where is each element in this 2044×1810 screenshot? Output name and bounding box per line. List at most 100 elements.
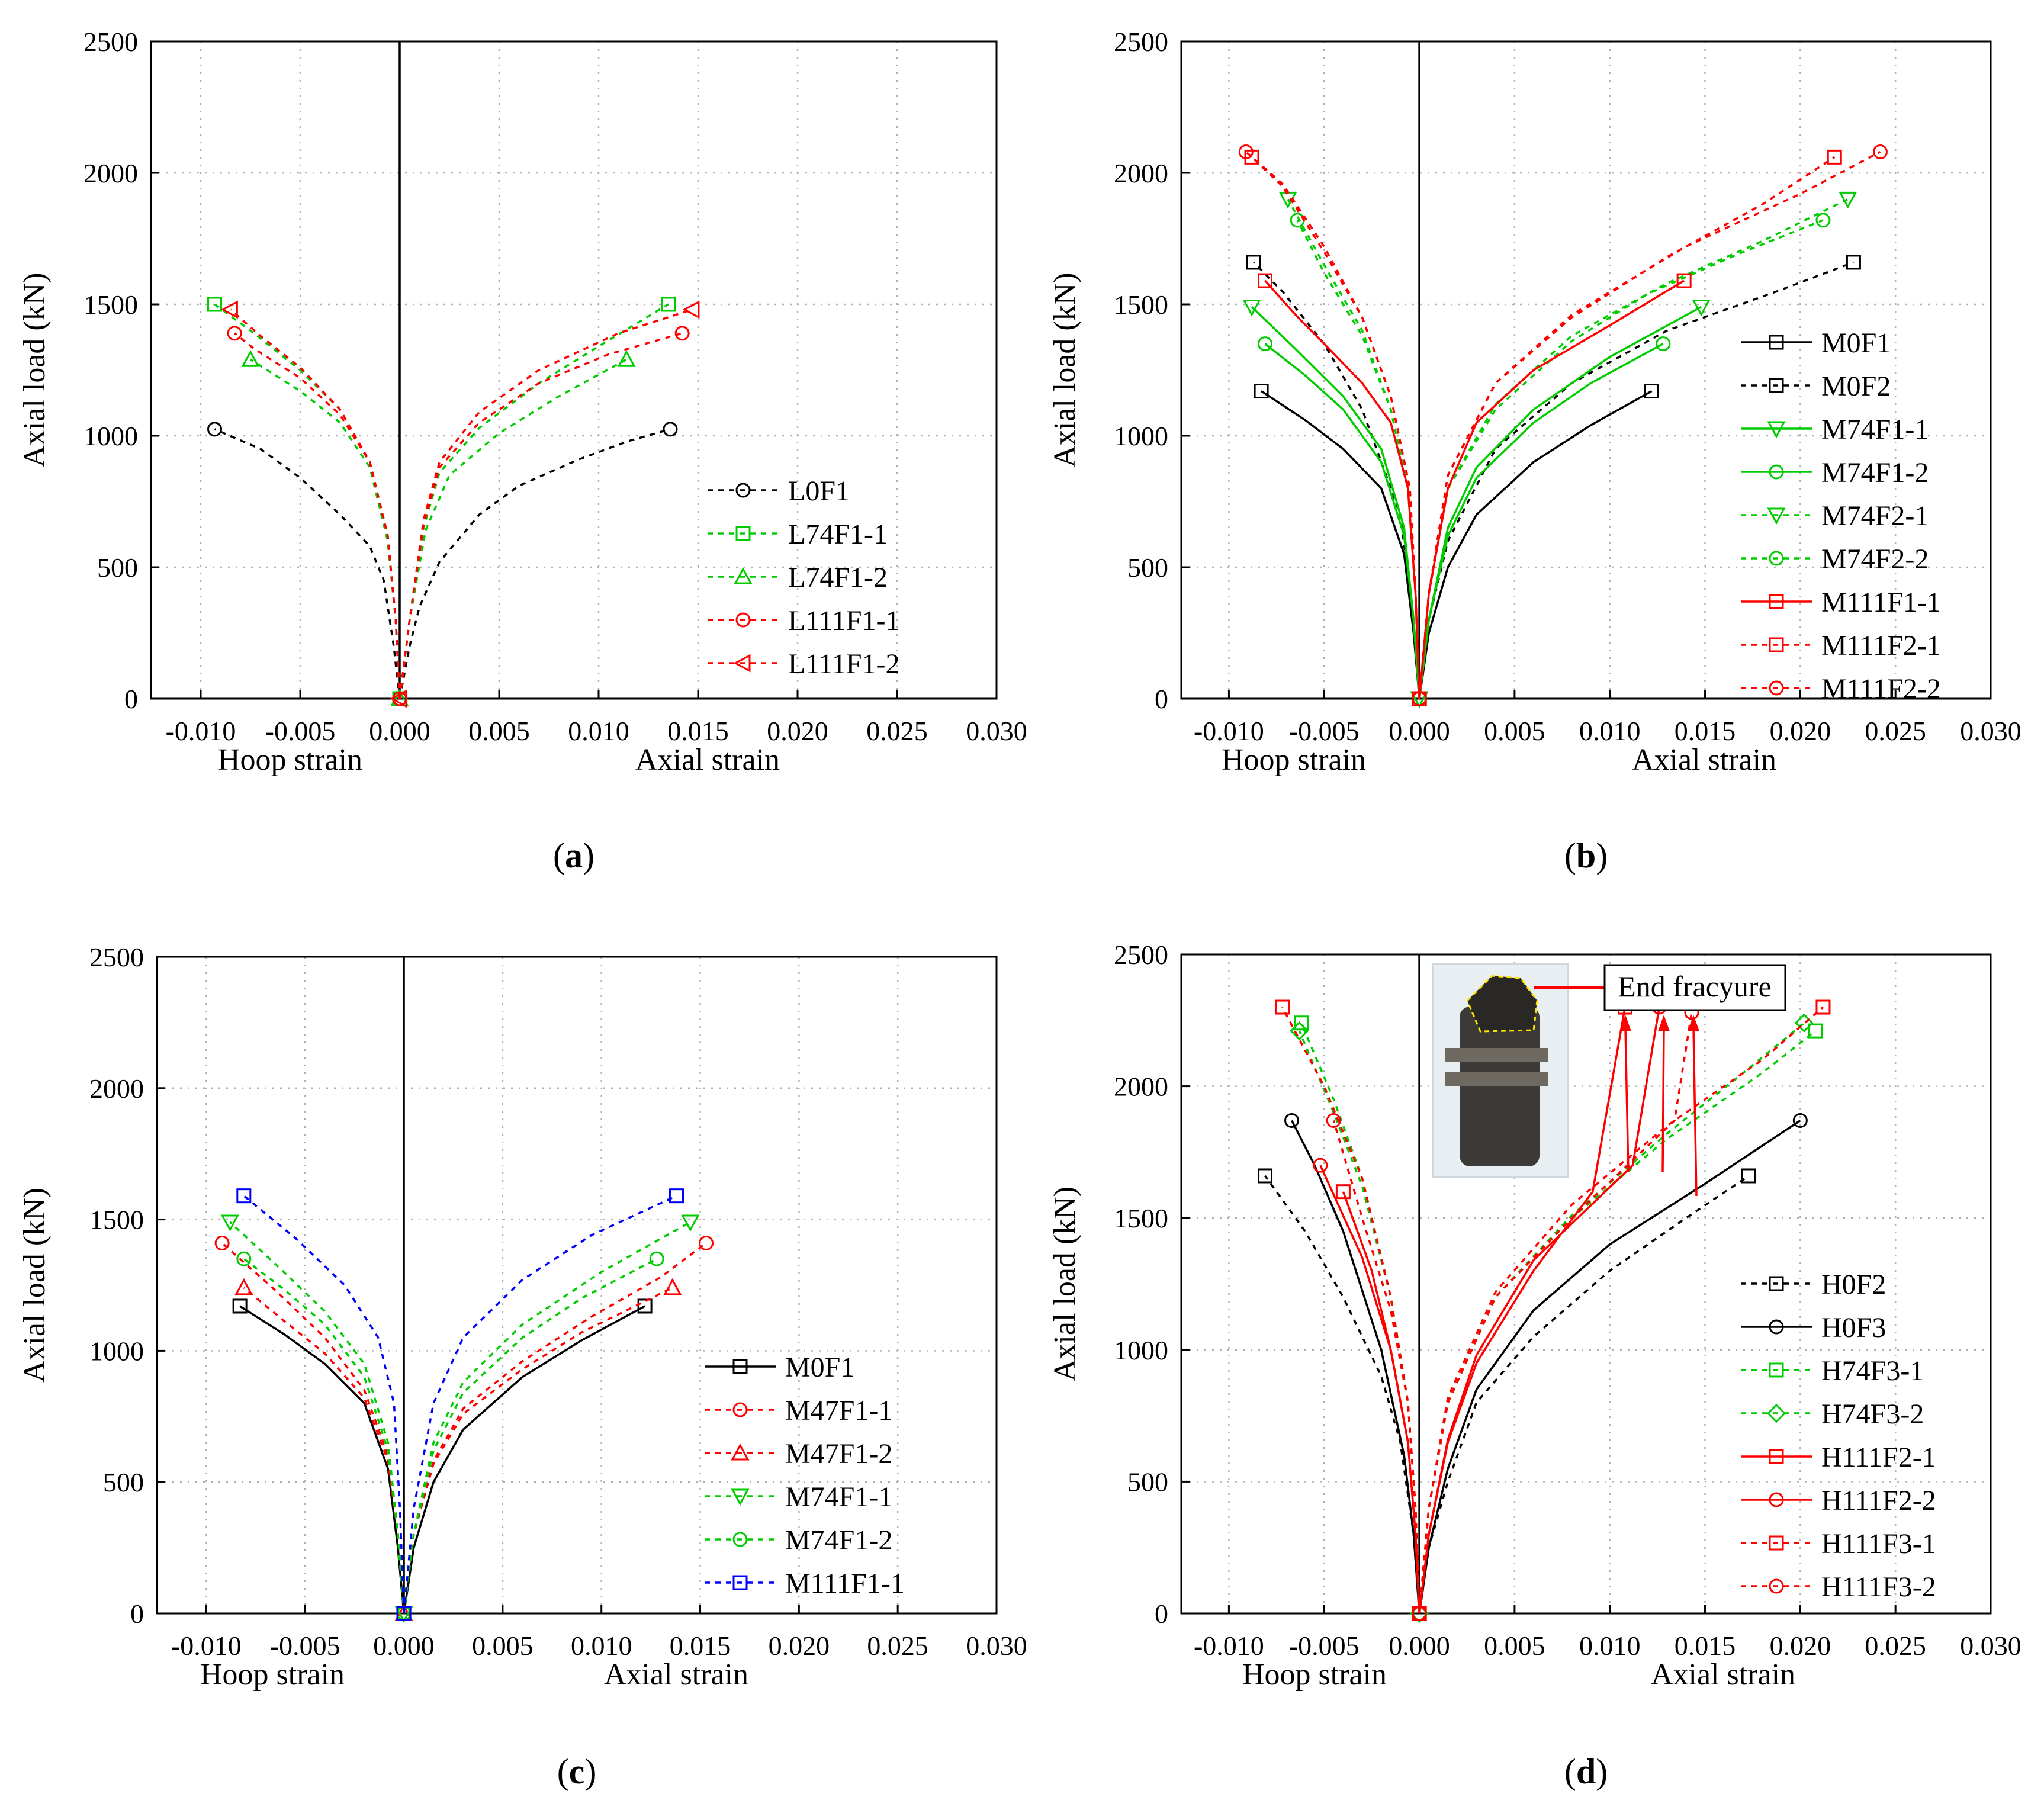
series-line-M0F1-axial	[403, 1305, 645, 1614]
x-tick-label: -0.005	[1289, 716, 1360, 746]
legend-item: L74F1-2	[708, 562, 888, 593]
series-point-M111F2-2-axial-peak	[1872, 144, 1888, 159]
series-point-H74F3-2-hoop-peak	[1290, 1021, 1309, 1041]
panel-caption: (a)	[553, 836, 594, 875]
x-tick-label: 0.000	[1389, 1631, 1450, 1661]
series-point-M74F2-1-axial-peak	[1839, 191, 1857, 209]
legend: H0F2 H0F3 H74F3-1 H74F3-2 H111F2-1 H111F2-2 H1…	[1741, 1269, 1936, 1603]
x-tick-label: 0.015	[667, 716, 729, 746]
series-point-M47F1-2-hoop-peak	[234, 1278, 253, 1295]
series-point-M111F1-1-origin	[396, 1606, 412, 1621]
y-tick-label: 2500	[89, 942, 144, 972]
series-M74F2-1	[1278, 191, 1857, 709]
legend-label: H74F3-2	[1821, 1399, 1924, 1430]
legend-marker	[1769, 378, 1784, 393]
annotation-box	[1603, 964, 1786, 1011]
series-M0F1	[1254, 384, 1659, 706]
legend-label: L74F1-2	[788, 562, 888, 593]
x-tick-label: 0.010	[1579, 1631, 1641, 1661]
series-line-M74F1-2-hoop	[1264, 343, 1420, 699]
legend-label: M0F2	[1821, 371, 1891, 402]
x-tick-label: 0.020	[769, 1631, 830, 1661]
series-line-H111F3-2-axial	[1418, 1012, 1693, 1614]
series-point-L74F1-1-hoop-peak	[207, 297, 223, 312]
legend-label: M74F1-2	[785, 1525, 892, 1556]
plot-frame	[1180, 40, 1992, 700]
series-L74F1-1	[207, 297, 676, 706]
legend-item: H74F3-2	[1741, 1399, 1924, 1430]
y-tick-label: 0	[1155, 1599, 1168, 1629]
chart-panel-b: -0.010 -0.005 0.000 0.005 0.010 0.015 0.020 0.0…	[1048, 27, 2021, 875]
y-axis-label: Axial load (kN)	[1048, 1187, 1082, 1381]
series-L111F1-2	[221, 300, 700, 708]
fracture-pointer-head	[1658, 1015, 1670, 1031]
series-point-H0F2-axial-peak	[1741, 1168, 1757, 1184]
legend-item: M0F2	[1741, 371, 1891, 402]
series-M111F2-2	[1238, 144, 1888, 706]
legend-item: H111F3-2	[1741, 1571, 1936, 1603]
legend-label: H111F3-2	[1821, 1571, 1936, 1603]
legend-label: H111F3-1	[1821, 1528, 1936, 1560]
x-tick-label: 0.030	[1960, 1631, 2021, 1661]
legend-marker	[1769, 680, 1784, 696]
legend-marker	[1769, 1492, 1784, 1507]
caption-close-paren: )	[1596, 1752, 1608, 1791]
legend-label: M0F1	[785, 1352, 854, 1383]
legend-item: M74F1-1	[1741, 414, 1929, 445]
annotation-text: End fracyure	[1618, 970, 1772, 1003]
legend-item: L74F1-1	[708, 519, 888, 550]
fracture-pointer-head	[1688, 1015, 1699, 1031]
panel-caption: (c)	[557, 1752, 597, 1791]
fracture-pointer-head	[1619, 1015, 1631, 1031]
y-tick-label: 1500	[89, 1205, 144, 1235]
x-tick-label: 0.020	[767, 716, 828, 746]
legend: L0F1 L74F1-1 L74F1-2 L111F1-1 L111F1-2	[708, 475, 899, 680]
series-point-M74F1-1-axial-peak	[681, 1214, 700, 1232]
x-tick-label: 0.000	[1389, 716, 1450, 746]
specimen-body	[1460, 1007, 1540, 1166]
legend-marker	[1769, 1276, 1784, 1291]
legend-marker	[1769, 464, 1784, 480]
legend-label: M47F1-1	[785, 1395, 892, 1426]
y-tick-label: 0	[1155, 684, 1168, 714]
y-axis-label: Axial load (kN)	[18, 1188, 52, 1383]
x-tick-label: 0.020	[1770, 716, 1831, 746]
x-tick-label: 0.005	[1484, 716, 1545, 746]
series-line-M74F2-1-axial	[1418, 198, 1849, 699]
y-tick-label: 0	[130, 1599, 144, 1629]
x-tick-label: 0.030	[1960, 716, 2021, 746]
legend-item: M111F2-1	[1741, 630, 1941, 661]
series-M0F1	[232, 1298, 653, 1621]
series-line-M111F2-2-axial	[1418, 150, 1881, 699]
legend-item: M74F1-1	[705, 1481, 892, 1513]
x-tick-label: 0.030	[966, 1631, 1027, 1661]
caption-close-paren: )	[583, 836, 594, 875]
series-point-M47F1-2-axial-peak	[663, 1278, 682, 1295]
legend-marker	[732, 1575, 748, 1590]
x-tick-label: 0.025	[1865, 1631, 1926, 1661]
y-tick-label: 2000	[89, 1073, 144, 1104]
legend-item: H0F2	[1741, 1269, 1886, 1300]
legend-label: H111F2-1	[1821, 1442, 1936, 1473]
y-tick-label: 1000	[1114, 1335, 1168, 1365]
legend-item: M111F2-2	[1741, 673, 1941, 705]
x-tick-label: 0.015	[670, 1631, 731, 1661]
legend-label: M111F1-1	[785, 1568, 905, 1599]
series-point-M111F1-1-axial-peak	[669, 1188, 684, 1204]
series-point-H74F3-1-axial-peak	[1808, 1023, 1823, 1039]
series-L111F1-1	[227, 326, 690, 706]
legend-label: L74F1-1	[788, 519, 888, 550]
series-point-H0F2-hoop-peak	[1258, 1168, 1273, 1184]
series-point-L111F1-1-hoop-peak	[227, 326, 242, 341]
x-tick-label: 0.010	[568, 716, 629, 746]
x-tick-label: 0.025	[1865, 716, 1926, 746]
axial-strain-label: Axial strain	[1651, 1658, 1795, 1692]
series-point-M111F2-1-axial-peak	[1827, 149, 1842, 165]
series-H0F2	[1258, 1168, 1757, 1621]
series-point-L74F1-2-axial-peak	[617, 350, 636, 367]
series-line-M74F2-2-axial	[1418, 219, 1824, 699]
legend-label: L111F1-1	[788, 605, 899, 636]
legend-marker	[735, 483, 751, 498]
